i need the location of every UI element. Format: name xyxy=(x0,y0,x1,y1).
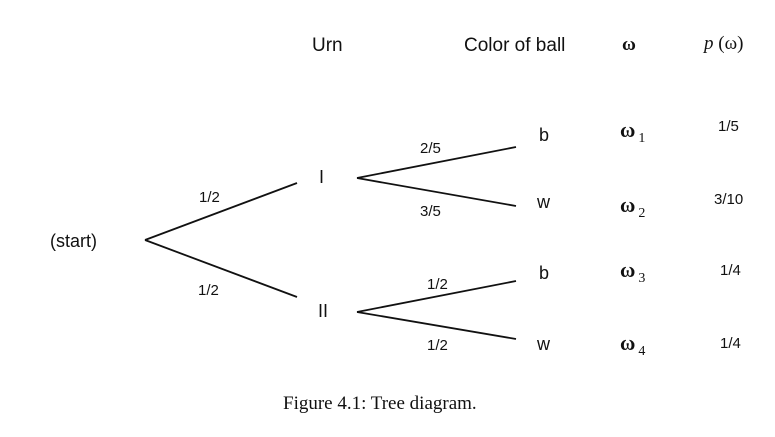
prob-urn-i-to-b: 2/5 xyxy=(420,140,441,157)
header-p-letter: p xyxy=(704,33,714,54)
omega-symbol: ω xyxy=(620,118,636,142)
omega-symbol: ω xyxy=(620,193,636,217)
header-color-of-ball: Color of ball xyxy=(464,35,566,56)
header-omega: ω xyxy=(622,34,636,55)
prob-urn-ii-to-b: 1/2 xyxy=(427,276,448,293)
omega-symbol: ω xyxy=(620,331,636,355)
header-p-argument: (ω) xyxy=(713,33,744,54)
header-p-omega: p (ω) xyxy=(704,34,743,53)
figure-caption: Figure 4.1: Tree diagram. xyxy=(283,393,477,414)
prob-urn-ii-to-w: 1/2 xyxy=(427,337,448,354)
node-urn-ii: II xyxy=(318,301,329,321)
p-omega-4: 1/4 xyxy=(720,335,741,352)
omega-subscript: 3 xyxy=(638,271,646,286)
leaf-3: b xyxy=(539,263,550,283)
omega-subscript: 4 xyxy=(638,344,646,359)
edge-start-to-urn-i xyxy=(144,182,298,241)
omega-subscript: 2 xyxy=(638,206,646,221)
node-urn-i: I xyxy=(319,167,325,187)
omega-symbol: ω xyxy=(620,258,636,282)
prob-urn-i-to-w: 3/5 xyxy=(420,203,441,220)
omega-subscript: 1 xyxy=(638,131,646,146)
edge-urn-i-to-b xyxy=(356,146,517,179)
leaf-2: w xyxy=(537,192,550,212)
p-omega-1: 1/5 xyxy=(718,118,739,135)
leaf-4: w xyxy=(537,334,550,354)
p-omega-2: 3/10 xyxy=(714,191,744,208)
prob-start-to-urn-i: 1/2 xyxy=(199,189,220,206)
prob-start-to-urn-ii: 1/2 xyxy=(198,282,219,299)
edge-start-to-urn-ii xyxy=(144,239,298,298)
p-omega-3: 1/4 xyxy=(720,262,741,279)
edge-urn-ii-to-b xyxy=(356,280,517,313)
edge-urn-ii-to-w xyxy=(356,311,517,340)
node-start: (start) xyxy=(50,231,97,251)
edge-urn-i-to-w xyxy=(356,177,517,207)
leaf-1: b xyxy=(539,125,550,145)
header-urn: Urn xyxy=(312,35,343,56)
